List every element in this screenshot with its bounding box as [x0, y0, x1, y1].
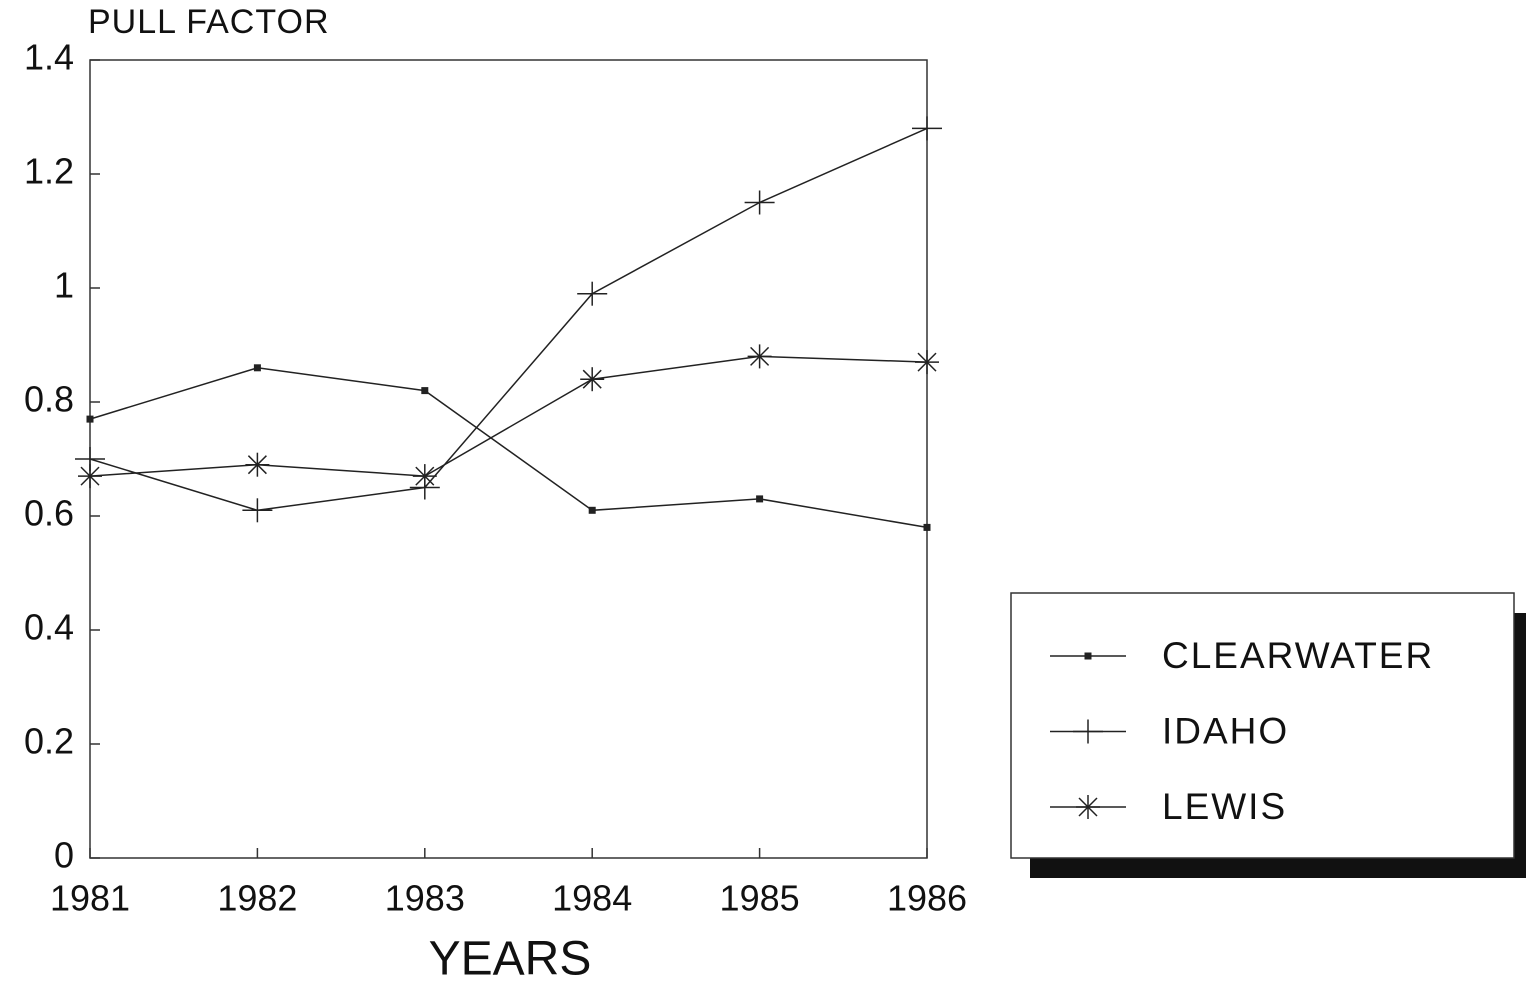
- marker-stroke: [582, 369, 602, 389]
- x-tick-label: 1984: [552, 878, 632, 919]
- marker-stroke: [917, 352, 937, 372]
- series-line: [89, 367, 928, 529]
- marker-stroke: [415, 466, 435, 486]
- marker: [1073, 719, 1103, 744]
- marker: [923, 523, 931, 531]
- marker: [756, 495, 764, 503]
- marker-square: [588, 506, 596, 514]
- series-line: [89, 127, 928, 512]
- marker-square: [756, 495, 764, 503]
- marker: [915, 350, 939, 375]
- marker: [86, 415, 94, 423]
- marker: [1084, 652, 1092, 660]
- x-tick-label: 1981: [50, 878, 130, 919]
- marker-stroke: [750, 346, 770, 366]
- marker: [577, 281, 608, 306]
- legend-label: CLEARWATER: [1162, 635, 1434, 676]
- marker: [245, 452, 270, 477]
- marker-square: [253, 364, 261, 372]
- x-tick-label: 1983: [385, 878, 465, 919]
- marker-stroke: [80, 466, 100, 486]
- marker: [747, 344, 772, 369]
- marker: [412, 464, 437, 489]
- legend-label: IDAHO: [1162, 710, 1289, 751]
- marker-square: [923, 523, 931, 531]
- y-tick-label: 0: [54, 835, 74, 876]
- marker: [580, 367, 605, 392]
- marker-stroke: [1078, 797, 1098, 817]
- marker-square: [421, 387, 429, 395]
- marker: [78, 464, 102, 489]
- y-tick-label: 0.2: [24, 721, 74, 762]
- y-tick-label: 1.2: [24, 151, 74, 192]
- y-tick-label: 0.4: [24, 607, 74, 648]
- marker-square: [86, 415, 94, 423]
- marker: [588, 506, 596, 514]
- marker: [1076, 795, 1100, 819]
- y-axis-title: PULL FACTOR: [88, 3, 330, 41]
- marker: [421, 387, 429, 395]
- legend-label: LEWIS: [1162, 786, 1287, 827]
- y-tick-label: 1.4: [24, 37, 74, 78]
- x-tick-label: 1985: [720, 878, 800, 919]
- marker: [744, 190, 775, 215]
- x-tick-label: 1982: [217, 878, 297, 919]
- series-line: [89, 355, 928, 477]
- x-tick-label: 1986: [887, 878, 967, 919]
- marker-stroke: [247, 455, 267, 475]
- x-axis-title: YEARS: [429, 933, 592, 985]
- y-tick-label: 0.8: [24, 379, 74, 420]
- y-tick-label: 0.6: [24, 493, 74, 534]
- marker: [242, 498, 273, 523]
- marker: [253, 364, 261, 372]
- marker: [912, 116, 942, 141]
- y-tick-label: 1: [54, 265, 74, 306]
- marker-square: [1084, 652, 1092, 660]
